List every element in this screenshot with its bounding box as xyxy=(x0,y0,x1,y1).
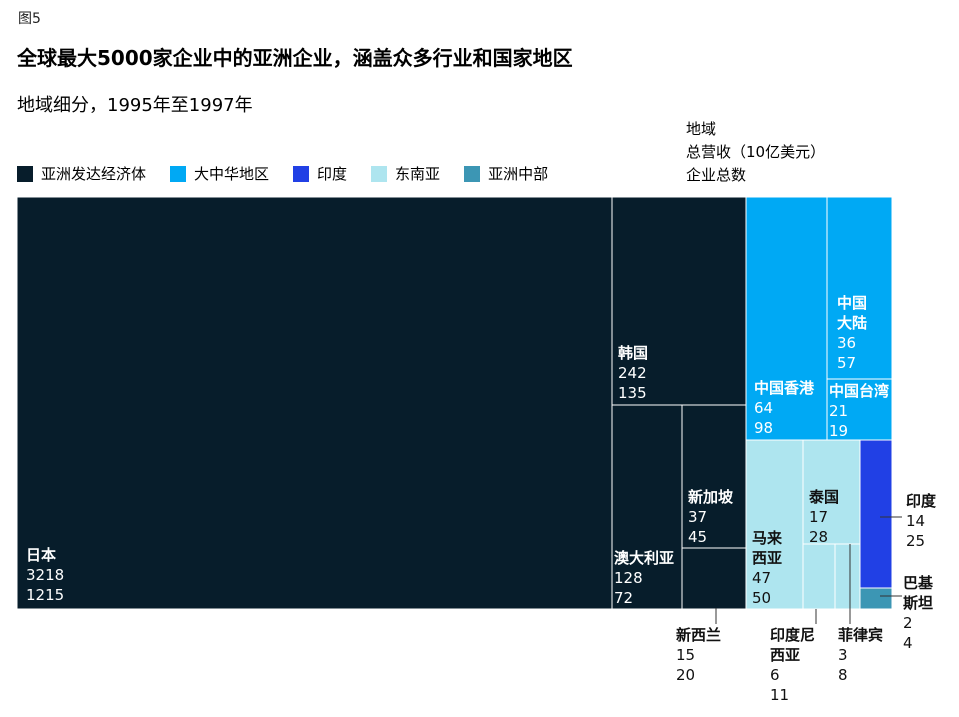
tile-label-revenue: 21 xyxy=(829,402,848,420)
tile-label: 印度 14 25 xyxy=(906,492,937,550)
legend-swatch xyxy=(17,165,33,182)
tile-label-region: 印度尼 xyxy=(770,626,815,644)
tile-label-region: 日本 xyxy=(26,546,56,564)
treemap-tile xyxy=(611,404,683,610)
tile-label: 日本 3218 1215 xyxy=(26,546,64,604)
treemap-tile xyxy=(681,547,747,610)
tile-label: 菲律宾 3 8 xyxy=(838,626,883,684)
legend-label: 亚洲发达经济体 xyxy=(41,165,147,183)
treemap-tile xyxy=(802,439,861,545)
tile-label: 巴基斯坦 2 4 xyxy=(903,574,934,652)
tile-label-revenue: 6 xyxy=(770,666,780,684)
tile-label-companies: 135 xyxy=(618,384,647,402)
tile-label-revenue: 242 xyxy=(618,364,647,382)
legend-label: 亚洲中部 xyxy=(488,165,549,183)
key-region: 地域 xyxy=(686,120,717,138)
treemap-tile xyxy=(16,196,613,610)
tile-label: 新加坡 37 45 xyxy=(688,488,733,546)
tile-label-companies: 25 xyxy=(906,532,925,550)
tile-label-revenue: 36 xyxy=(837,334,856,352)
tile-label-revenue: 17 xyxy=(809,508,828,526)
tile-label-companies: 57 xyxy=(837,354,856,372)
tile-label: 韩国 242 135 xyxy=(618,344,648,402)
tile-label-revenue: 2 xyxy=(903,614,913,632)
treemap-tile xyxy=(611,196,747,406)
tile-label-region: 新西兰 xyxy=(676,626,721,644)
tile-label-companies: 19 xyxy=(829,422,848,440)
treemap-tile xyxy=(745,439,804,610)
tile-label-region: 泰国 xyxy=(808,488,839,506)
tile-label-companies: 28 xyxy=(809,528,828,546)
legend-label: 印度 xyxy=(317,165,348,183)
tile-label-region: 巴基 xyxy=(903,574,934,592)
legend-item: 亚洲发达经济体 xyxy=(17,163,146,184)
tile-label: 新西兰 15 20 xyxy=(676,626,721,684)
tile-label-region: 西亚 xyxy=(770,646,800,664)
tile-label-revenue: 37 xyxy=(688,508,707,526)
tile-label-companies: 8 xyxy=(838,666,848,684)
legend-label: 大中华地区 xyxy=(194,165,270,183)
legend-swatch xyxy=(170,165,187,182)
tile-label-region: 菲律宾 xyxy=(838,626,883,644)
legend-label: 东南亚 xyxy=(395,165,441,183)
tile-label-revenue: 3218 xyxy=(26,566,64,584)
tile-label: 中国大陆 36 57 xyxy=(837,294,867,372)
tile-label-region: 大陆 xyxy=(837,314,867,332)
tile-label: 印度尼西亚 6 11 xyxy=(770,626,815,704)
tile-label-revenue: 64 xyxy=(754,399,773,417)
tile-label: 中国香港 64 98 xyxy=(754,379,815,437)
tile-label-companies: 20 xyxy=(676,666,695,684)
treemap-tile xyxy=(826,196,893,380)
tile-label-revenue: 15 xyxy=(676,646,695,664)
tile-label: 泰国 17 28 xyxy=(808,488,839,546)
tile-label-region: 斯坦 xyxy=(903,594,933,612)
legend-item: 大中华地区 xyxy=(170,163,269,184)
tile-label-region: 新加坡 xyxy=(688,488,733,506)
tile-label: 中国台湾 21 19 xyxy=(829,382,889,440)
treemap-tile xyxy=(826,378,893,441)
tile-label-revenue: 14 xyxy=(906,512,925,530)
legend-item: 亚洲中部 xyxy=(464,163,548,184)
tile-label-companies: 50 xyxy=(752,589,771,607)
tile-label-region: 澳大利亚 xyxy=(614,549,674,567)
tile-label-region: 西亚 xyxy=(752,549,782,567)
key-revenue: 总营收（10亿美元） xyxy=(686,143,826,161)
label-key: 地域 总营收（10亿美元） 企业总数 xyxy=(686,118,825,187)
treemap-tile xyxy=(681,404,747,549)
chart-title: 全球最大5000家企业中的亚洲企业，涵盖众多行业和国家地区 xyxy=(17,46,573,70)
tile-label: 澳大利亚 128 72 xyxy=(614,549,674,607)
tile-label-region: 韩国 xyxy=(618,344,648,362)
tile-label-revenue: 3 xyxy=(838,646,848,664)
legend-swatch xyxy=(293,165,310,182)
treemap-tile xyxy=(859,439,893,589)
tile-label-companies: 4 xyxy=(903,634,913,652)
legend-swatch xyxy=(371,165,388,182)
tile-label-region: 中国香港 xyxy=(754,379,815,397)
treemap-tile xyxy=(859,587,893,610)
tile-label-region: 中国台湾 xyxy=(829,382,889,400)
tile-label: 马来西亚 47 50 xyxy=(752,529,783,607)
legend-item: 东南亚 xyxy=(371,163,440,184)
tile-label-companies: 11 xyxy=(770,686,789,704)
tile-label-region: 马来 xyxy=(752,529,783,547)
chart-subtitle: 地域细分，1995年至1997年 xyxy=(17,95,253,116)
tile-label-revenue: 128 xyxy=(614,569,643,587)
legend: 亚洲发达经济体 大中华地区 印度 东南亚 亚洲中部 xyxy=(17,163,572,184)
treemap-tile xyxy=(745,196,828,441)
tile-label-revenue: 47 xyxy=(752,569,771,587)
treemap-tile xyxy=(834,543,861,610)
figure-label: 图5 xyxy=(18,11,41,27)
key-companies: 企业总数 xyxy=(686,166,747,184)
legend-item: 印度 xyxy=(293,163,347,184)
tile-label-companies: 1215 xyxy=(26,586,64,604)
tile-label-region: 印度 xyxy=(906,492,937,510)
tile-label-region: 中国 xyxy=(837,294,867,312)
treemap-tile xyxy=(802,543,836,610)
tile-label-companies: 98 xyxy=(754,419,773,437)
tile-label-companies: 45 xyxy=(688,528,707,546)
legend-swatch xyxy=(464,165,481,182)
tile-label-companies: 72 xyxy=(614,589,633,607)
